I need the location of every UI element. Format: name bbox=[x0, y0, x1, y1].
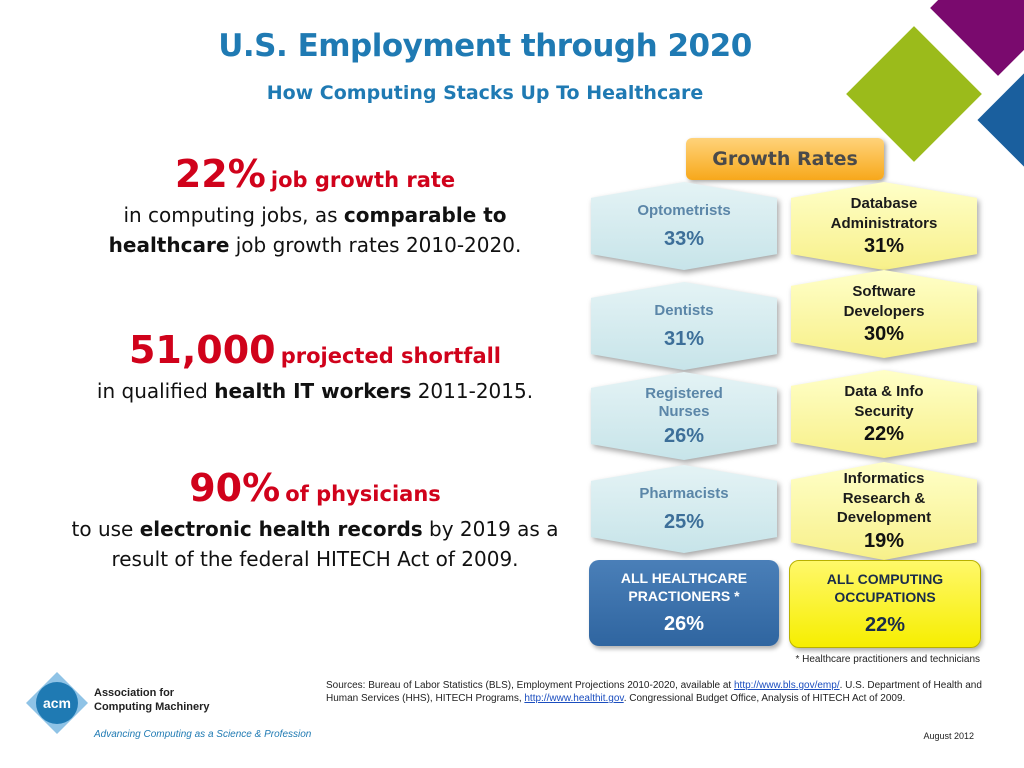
hex-label: Data & Info Security bbox=[844, 383, 924, 420]
stat-block-physicians: 90% of physicians to use electronic heal… bbox=[40, 466, 590, 574]
hex-pharmacists: Pharmacists 25% bbox=[591, 465, 777, 553]
hex-label: Software Developers bbox=[843, 283, 925, 320]
hex-percent: 31% bbox=[663, 327, 705, 350]
stat-number: 51,000 bbox=[128, 328, 276, 372]
logo-tagline: Advancing Computing as a Science & Profe… bbox=[94, 729, 312, 740]
date-label: August 2012 bbox=[923, 731, 974, 741]
hex-registered-nurses: Registered Nurses 26% bbox=[591, 372, 777, 460]
hex-label: Dentists bbox=[654, 301, 714, 319]
hex-percent: 19% bbox=[863, 529, 905, 552]
total-percent: 26% bbox=[663, 613, 705, 635]
stat-number: 22% bbox=[174, 152, 266, 196]
hex-dentists: Dentists 31% bbox=[591, 282, 777, 370]
hex-percent: 33% bbox=[663, 227, 705, 250]
hex-data-info-security: Data & Info Security 22% bbox=[791, 370, 977, 458]
stat-block-growth: 22% job growth rate in computing jobs, a… bbox=[40, 152, 590, 260]
hex-label: Database Administrators bbox=[830, 195, 938, 232]
logo-name: Association for Computing Machinery bbox=[94, 687, 210, 714]
stat-description: in computing jobs, as comparable to heal… bbox=[108, 202, 522, 257]
blue-diamond-decoration bbox=[977, 63, 1024, 177]
healthit-link[interactable]: http://www.healthit.gov bbox=[524, 693, 624, 704]
hex-percent: 26% bbox=[663, 424, 705, 447]
total-percent: 22% bbox=[864, 614, 906, 636]
stat-number: 90% bbox=[189, 466, 281, 510]
growth-rates-tag: Growth Rates bbox=[686, 138, 884, 180]
page-title: U.S. Employment through 2020 bbox=[218, 28, 752, 64]
hex-percent: 25% bbox=[663, 510, 705, 533]
hex-percent: 31% bbox=[863, 235, 905, 257]
stat-block-shortfall: 51,000 projected shortfall in qualified … bbox=[40, 328, 590, 406]
total-healthcare-box: ALL HEALTHCARE PRACTIONERS * 26% bbox=[589, 560, 779, 646]
stat-description: in qualified health IT workers 2011-2015… bbox=[96, 378, 534, 403]
hex-optometrists: Optometrists 33% bbox=[591, 182, 777, 270]
total-computing-box: ALL COMPUTING OCCUPATIONS 22% bbox=[789, 560, 981, 648]
hex-label: Pharmacists bbox=[639, 484, 729, 502]
hex-percent: 22% bbox=[863, 423, 905, 445]
sources-text: Sources: Bureau of Labor Statistics (BLS… bbox=[326, 680, 982, 704]
hex-database-administrators: Database Administrators 31% bbox=[791, 182, 977, 270]
hex-informatics-research: Informatics Research & Development 19% bbox=[791, 462, 977, 560]
stat-description: to use electronic health records by 2019… bbox=[71, 516, 559, 571]
stat-label: of physicians bbox=[285, 482, 441, 506]
acm-logo-icon: acm bbox=[26, 672, 88, 734]
page-subtitle: How Computing Stacks Up To Healthcare bbox=[266, 82, 704, 104]
total-label: ALL COMPUTING OCCUPATIONS bbox=[826, 571, 944, 605]
hex-label: Registered Nurses bbox=[645, 384, 723, 420]
hex-label: Informatics Research & Development bbox=[836, 470, 932, 527]
hex-percent: 30% bbox=[863, 323, 905, 345]
hex-label: Optometrists bbox=[637, 201, 731, 219]
logo-abbr: acm bbox=[43, 695, 71, 711]
stat-label: job growth rate bbox=[270, 168, 456, 192]
total-label: ALL HEALTHCARE PRACTIONERS * bbox=[620, 570, 748, 604]
stat-label: projected shortfall bbox=[280, 344, 502, 368]
bls-link[interactable]: http://www.bls.gov/emp/ bbox=[734, 680, 840, 691]
footnote: * Healthcare practitioners and technicia… bbox=[795, 654, 980, 665]
hex-software-developers: Software Developers 30% bbox=[791, 270, 977, 358]
